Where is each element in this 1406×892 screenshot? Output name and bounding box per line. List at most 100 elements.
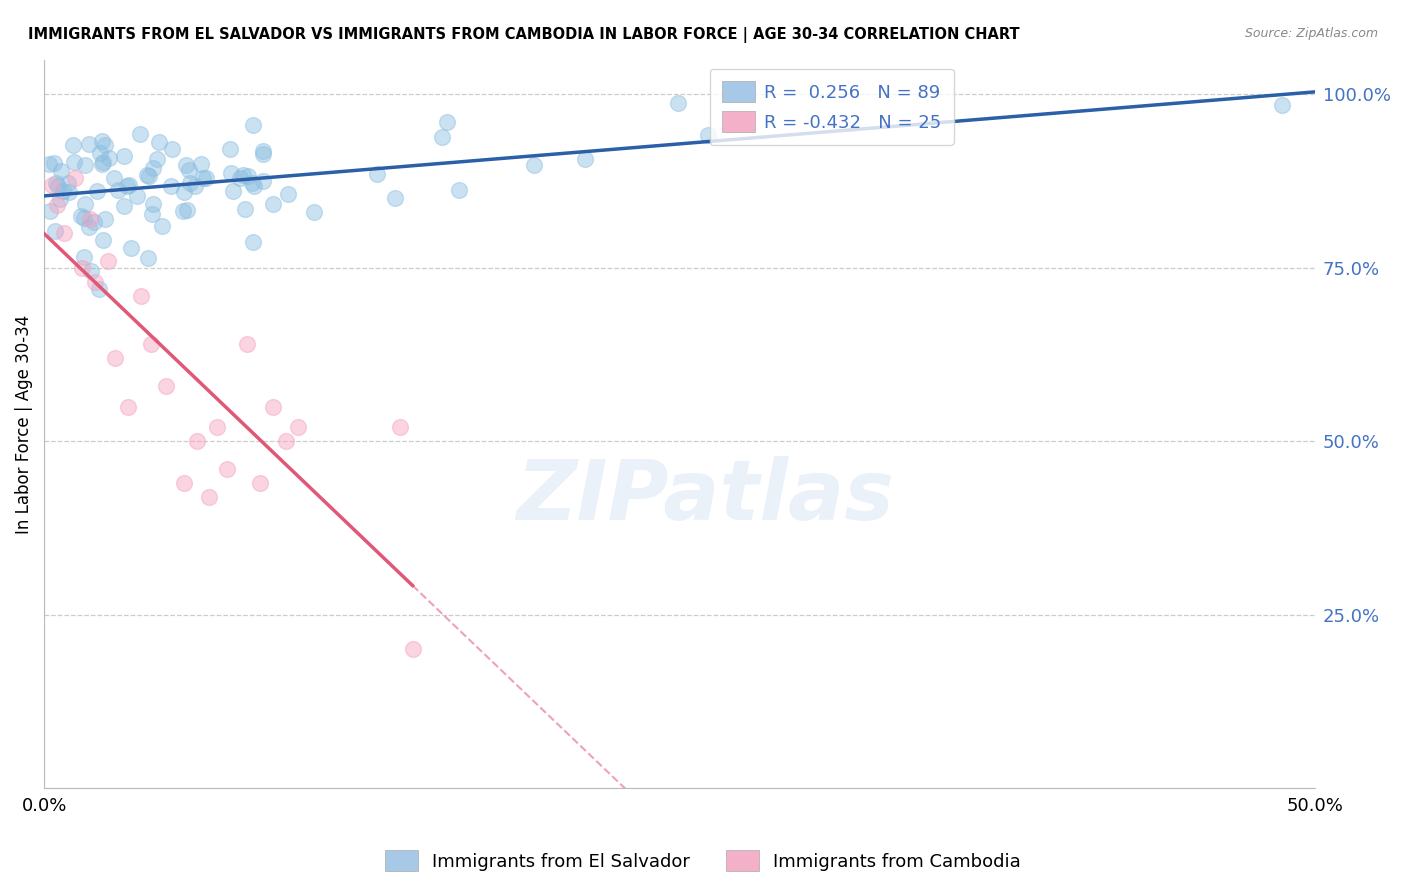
Point	[45, 176, 67, 190]
Point	[141, 207, 163, 221]
Point	[139, 337, 162, 351]
Point	[70, 209, 93, 223]
Point	[79, 212, 101, 227]
Point	[89, 146, 111, 161]
Point	[240, 177, 263, 191]
Point	[176, 203, 198, 218]
Point	[136, 168, 159, 182]
Point	[219, 142, 242, 156]
Point	[252, 147, 274, 161]
Point	[98, 152, 121, 166]
Point	[41, 178, 63, 192]
Point	[112, 149, 135, 163]
Point	[62, 138, 84, 153]
Point	[242, 235, 264, 250]
Point	[274, 434, 297, 449]
Point	[63, 170, 86, 185]
Point	[190, 157, 212, 171]
Point	[42, 156, 65, 170]
Point	[229, 171, 252, 186]
Point	[83, 215, 105, 229]
Point	[84, 275, 107, 289]
Point	[38, 203, 60, 218]
Point	[44, 224, 66, 238]
Point	[94, 138, 117, 153]
Point	[162, 142, 184, 156]
Point	[107, 183, 129, 197]
Point	[172, 203, 194, 218]
Point	[79, 220, 101, 235]
Point	[574, 152, 596, 166]
Point	[117, 178, 139, 193]
Point	[145, 152, 167, 166]
Point	[191, 171, 214, 186]
Text: IMMIGRANTS FROM EL SALVADOR VS IMMIGRANTS FROM CAMBODIA IN LABOR FORCE | AGE 30-: IMMIGRANTS FROM EL SALVADOR VS IMMIGRANT…	[28, 27, 1019, 43]
Legend: R =  0.256   N = 89, R = -0.432   N = 25: R = 0.256 N = 89, R = -0.432 N = 25	[710, 69, 953, 145]
Point	[86, 184, 108, 198]
Point	[142, 161, 165, 175]
Point	[45, 198, 67, 212]
Point	[94, 211, 117, 226]
Point	[136, 251, 159, 265]
Point	[252, 145, 274, 159]
Point	[104, 351, 127, 365]
Point	[262, 400, 284, 414]
Point	[236, 169, 259, 183]
Point	[52, 184, 75, 198]
Point	[233, 202, 256, 216]
Point	[252, 174, 274, 188]
Point	[287, 420, 309, 434]
Point	[129, 288, 152, 302]
Point	[72, 250, 94, 264]
Point	[179, 163, 201, 178]
Point	[186, 434, 208, 449]
Y-axis label: In Labor Force | Age 30-34: In Labor Force | Age 30-34	[15, 314, 32, 533]
Point	[97, 253, 120, 268]
Point	[666, 95, 689, 110]
Point	[117, 178, 139, 192]
Point	[75, 158, 97, 172]
Point	[93, 155, 115, 169]
Point	[138, 169, 160, 183]
Point	[46, 178, 69, 193]
Point	[430, 130, 453, 145]
Point	[58, 185, 80, 199]
Point	[1271, 97, 1294, 112]
Point	[91, 157, 114, 171]
Point	[142, 196, 165, 211]
Point	[150, 219, 173, 234]
Point	[242, 118, 264, 132]
Point	[160, 179, 183, 194]
Point	[125, 189, 148, 203]
Point	[173, 475, 195, 490]
Point	[219, 166, 242, 180]
Point	[70, 260, 93, 275]
Point	[217, 462, 239, 476]
Point	[91, 134, 114, 148]
Point	[184, 179, 207, 194]
Point	[51, 164, 73, 178]
Point	[73, 211, 96, 225]
Point	[221, 184, 243, 198]
Point	[49, 192, 72, 206]
Point	[93, 233, 115, 247]
Point	[277, 187, 299, 202]
Point	[73, 197, 96, 211]
Point	[447, 183, 470, 197]
Point	[128, 127, 150, 141]
Point	[63, 155, 86, 169]
Point	[262, 196, 284, 211]
Point	[198, 490, 221, 504]
Point	[366, 167, 388, 181]
Point	[236, 337, 259, 351]
Point	[148, 135, 170, 149]
Point	[249, 475, 271, 490]
Point	[401, 642, 423, 657]
Point	[179, 176, 201, 190]
Text: Source: ZipAtlas.com: Source: ZipAtlas.com	[1244, 27, 1378, 40]
Point	[436, 115, 458, 129]
Point	[384, 191, 406, 205]
Point	[388, 420, 411, 434]
Point	[696, 128, 718, 142]
Point	[523, 158, 546, 172]
